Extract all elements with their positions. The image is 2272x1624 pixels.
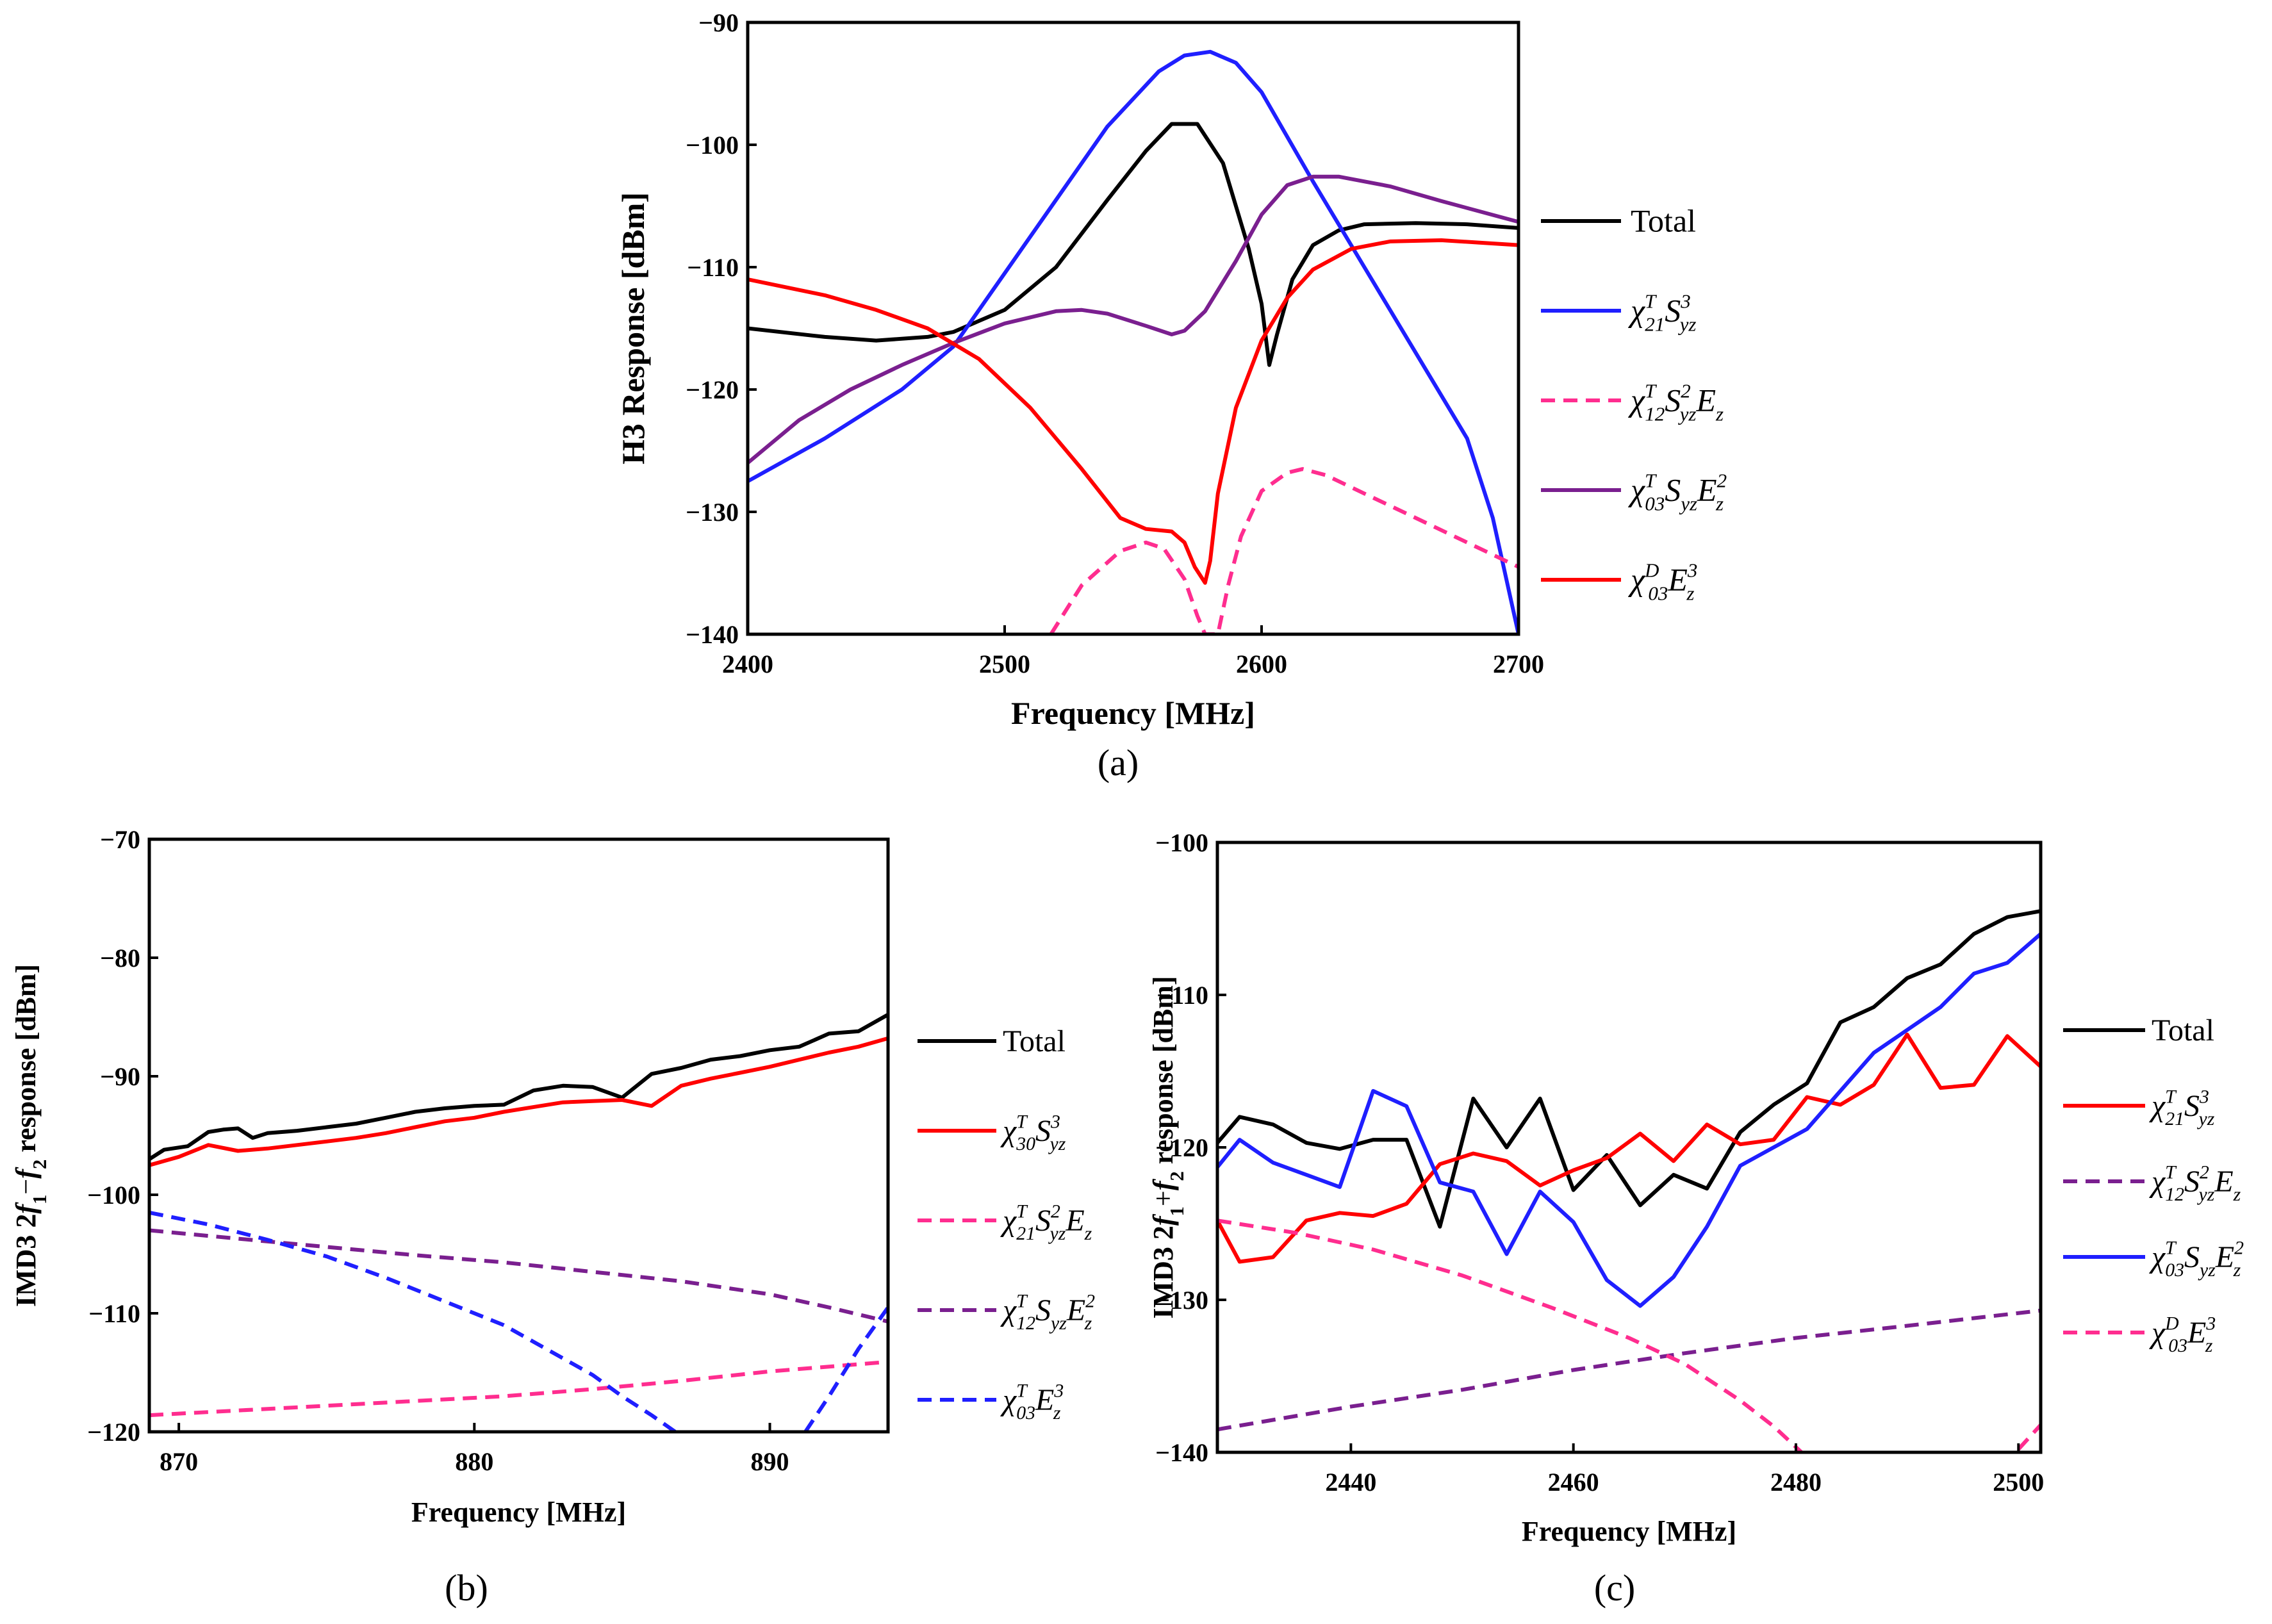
series-line-a-3 (748, 174, 1519, 464)
y-tick-label: −130 (686, 498, 739, 527)
x-tick-label: 2500 (1993, 1468, 2044, 1497)
x-tick-label: 2600 (1236, 650, 1287, 678)
panel-label: (c) (1594, 1567, 1635, 1609)
panel-b: 870 880 890 −120 −110 −100 −90 −80 −70 Frequency … (10, 825, 1095, 1609)
series-group (149, 1013, 888, 1432)
y-tick-label: −140 (1155, 1438, 1208, 1467)
y-tick-label: −110 (687, 253, 739, 282)
series-line-c-3 (1217, 932, 2041, 1308)
legend-label: Total (1631, 203, 1696, 239)
y-tick-label: −110 (1157, 981, 1208, 1010)
series-group (748, 49, 1519, 634)
series-line-c-1 (1217, 1032, 2041, 1264)
panel-a: 2400 2500 2600 2700 −140 −130 −120 −110 −100 −90 F… (615, 8, 1727, 783)
panel-label: (b) (445, 1567, 488, 1609)
x-tick-label: 2700 (1493, 650, 1544, 678)
legend-label: χT 30S3 yz (1000, 1111, 1066, 1155)
series-line-a-1 (748, 49, 1519, 634)
y-axis-title: H3 Response [dBm] (615, 192, 651, 464)
y-tick-label: −100 (87, 1181, 140, 1210)
y-tick-label: −140 (686, 620, 739, 649)
y-tick-label: −120 (686, 375, 739, 404)
y-tick-label: −90 (100, 1062, 140, 1091)
legend-label: χT 12S2 yzEz (2149, 1162, 2241, 1206)
legend-label: χT 12S2 yzEz (1628, 380, 1724, 425)
series-line-b-2 (149, 1359, 888, 1418)
legend-label: χT 03E3 z (1000, 1381, 1064, 1424)
y-axis-title: IMD3 2f1−f2 response [dBm] (10, 964, 51, 1307)
series-line-b-5 (803, 1306, 888, 1432)
x-tick-label: 2480 (1770, 1468, 1822, 1497)
x-tick-label: 890 (751, 1447, 789, 1476)
y-tick-label: −70 (100, 825, 140, 854)
x-tick-label: 2500 (979, 650, 1030, 678)
y-tick-label: −120 (87, 1418, 140, 1447)
panel-label: (a) (1098, 742, 1139, 783)
series-line-c-5 (2017, 1423, 2041, 1451)
legend-label: χT 03SyzE2 z (2149, 1238, 2244, 1281)
series-line-c-2 (1217, 1308, 2041, 1432)
y-tick-label: −90 (698, 8, 739, 37)
plot-frame (147, 837, 890, 1434)
legend-label: χT 03SyzE2 z (1628, 470, 1727, 515)
x-tick-label: 870 (160, 1447, 198, 1476)
x-tick-label: 2440 (1325, 1468, 1376, 1497)
legend-label: χT 21S3 yz (2149, 1087, 2215, 1130)
series-line-a-4 (748, 238, 1519, 585)
legend-label: χD 03E3 z (1628, 559, 1697, 605)
panel-c: 2440 2460 2480 2500 −140 −130 −120 −110 −100 Freq… (1148, 828, 2244, 1609)
legend: Total χT 21S3 yz χT 12S2 yzEz χT 03SyzE2 z χD 03E3 z (1541, 203, 1727, 605)
y-tick-label: −130 (1155, 1286, 1208, 1315)
y-tick-label: −80 (100, 944, 140, 972)
x-tick-label: 880 (455, 1447, 493, 1476)
series-line-b-0 (149, 1013, 888, 1161)
y-tick-label: −100 (686, 131, 739, 160)
legend: Total χT 30S3 yz χT 21S2 yzEz χT 12SyzE2 z χT 03E3 z (918, 1024, 1095, 1423)
legend-label: χT 21S2 yzEz (1000, 1201, 1092, 1245)
legend-label: Total (1003, 1024, 1066, 1058)
y-tick-label: −100 (1155, 828, 1208, 857)
y-axis-title: IMD3 2f1+f2 response [dBm] (1148, 976, 1188, 1318)
series-line-c-0 (1217, 909, 2041, 1229)
series-line-a-2 (1049, 467, 1519, 634)
y-tick-label: −110 (88, 1299, 140, 1328)
x-tick-label: 2400 (722, 650, 773, 678)
x-axis-title: Frequency [MHz] (1011, 695, 1255, 731)
series-line-c-4 (1217, 1218, 1803, 1452)
series-group (1217, 909, 2041, 1452)
series-line-a-0 (748, 122, 1519, 367)
x-axis-title: Frequency [MHz] (411, 1497, 626, 1528)
series-line-b-3 (149, 1228, 888, 1324)
legend-label: χT 21S3 yz (1628, 290, 1696, 336)
legend: Total χT 21S3 yz χT 12S2 yzEz χT 03SyzE2 z χD 03E3 z (2063, 1013, 2244, 1356)
x-tick-label: 2460 (1548, 1468, 1599, 1497)
series-line-b-1 (149, 1036, 888, 1167)
series-line-b-4 (149, 1210, 677, 1432)
y-tick-label: −120 (1155, 1133, 1208, 1162)
legend-label: χD 03E3 z (2149, 1313, 2216, 1357)
plot-frame (746, 21, 1520, 636)
legend-label: χT 12SyzE2 z (1000, 1291, 1095, 1334)
x-axis-title: Frequency [MHz] (1522, 1516, 1736, 1547)
legend-label: Total (2152, 1013, 2214, 1047)
